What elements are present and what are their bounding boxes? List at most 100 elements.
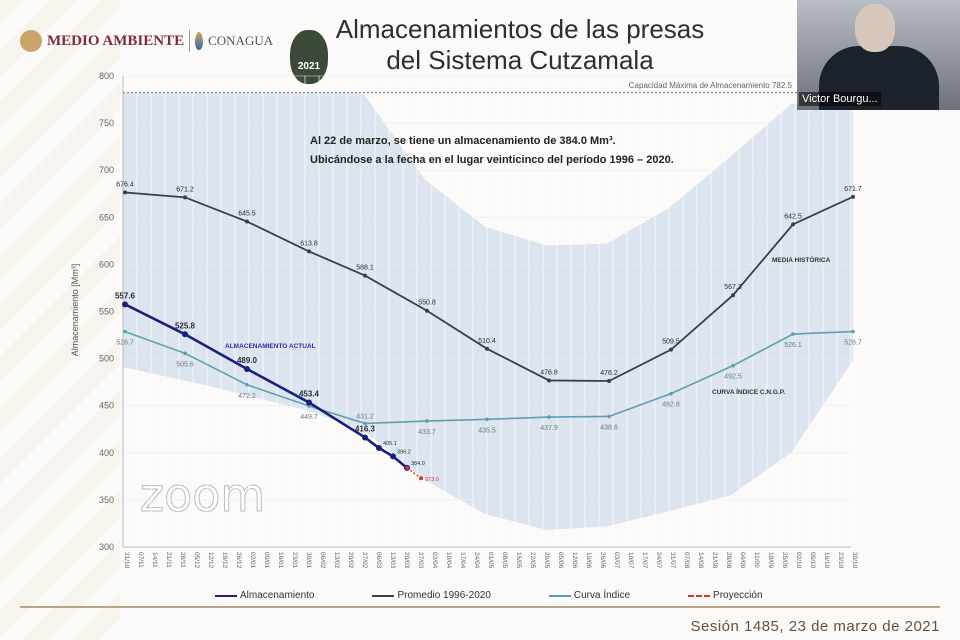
x-tick-label: 31/07 (669, 552, 676, 569)
data-label-almacenamiento: 453.4 (299, 389, 320, 398)
y-tick-label: 700 (99, 165, 114, 175)
x-tick-label: 19/06 (585, 552, 592, 569)
data-label-promedio: 567.3 (724, 284, 742, 291)
x-tick-label: 06/02 (319, 552, 326, 569)
legend-label: Proyección (713, 590, 763, 601)
data-point-promedio (851, 194, 855, 199)
y-tick-label: 650 (99, 212, 114, 222)
data-label-promedio: 642.5 (784, 213, 802, 220)
data-point-curva_indice (425, 419, 429, 423)
data-label-promedio: 509.5 (662, 339, 680, 346)
data-point-proyeccion (405, 465, 409, 470)
data-point-almacenamiento (244, 365, 250, 372)
x-tick-label: 26/06 (599, 552, 606, 569)
x-tick-label: 08/05 (501, 552, 508, 569)
data-point-promedio (183, 195, 187, 200)
data-point-curva_indice (363, 421, 367, 426)
x-tick-label: 06/03 (375, 552, 382, 569)
webcam-video[interactable]: Victor Bourgu... (797, 0, 960, 110)
y-tick-label: 750 (99, 118, 114, 128)
data-label-almacenamiento: 396.2 (397, 449, 411, 455)
y-tick-label: 800 (99, 71, 114, 81)
data-label-curva_indice: 505.6 (176, 361, 194, 368)
y-tick-label: 300 (99, 542, 114, 552)
data-label-promedio: 613.8 (300, 240, 318, 247)
background-decoration (0, 0, 120, 640)
x-tick-label: 20/03 (403, 552, 410, 569)
data-label-almacenamiento: 557.6 (115, 291, 136, 300)
x-tick-label: 28/11 (179, 552, 186, 568)
legend-swatch (548, 594, 571, 597)
x-tick-label: 23/01 (291, 552, 298, 569)
data-point-almacenamiento (390, 453, 396, 460)
x-tick-label: 03/04 (431, 552, 438, 569)
legend: Almacenamiento Promedio 1996-2020 Curva … (215, 590, 763, 601)
x-tick-label: 21/11 (165, 552, 172, 568)
y-tick-label: 500 (99, 354, 114, 364)
participant-head (855, 4, 895, 52)
x-tick-label: 31/10 (123, 552, 130, 569)
legend-promedio: Promedio 1996-2020 (372, 590, 491, 601)
data-point-promedio (485, 346, 489, 351)
footer-divider (20, 606, 940, 608)
x-tick-label: 19/12 (221, 552, 228, 569)
x-tick-label: 26/12 (235, 552, 242, 569)
x-tick-label: 27/02 (361, 552, 368, 569)
data-label-almacenamiento: 384.0 (411, 461, 425, 467)
y-tick-label: 600 (99, 259, 114, 269)
x-tick-label: 17/04 (459, 552, 466, 569)
x-tick-label: 09/10 (809, 552, 816, 569)
data-label-promedio: 676.4 (116, 181, 134, 188)
data-label-curva_indice: 526.1 (784, 342, 802, 349)
x-tick-label: 14/08 (697, 552, 704, 569)
x-tick-label: 10/07 (627, 552, 634, 569)
participant-name: Victor Bourgu... (799, 92, 881, 106)
data-label-promedio: 588.1 (356, 265, 374, 272)
data-label-almacenamiento: 416.3 (355, 424, 376, 433)
data-point-curva_indice (123, 329, 127, 334)
legend-label: Curva Índice (573, 590, 631, 601)
x-tick-label: 14/11 (151, 552, 158, 568)
data-point-promedio (363, 273, 367, 278)
data-point-promedio (791, 222, 795, 227)
y-tick-label: 400 (99, 448, 114, 458)
x-tick-label: 16/10 (823, 552, 830, 569)
legend-curva-indice: Curva Índice (548, 590, 631, 601)
data-label-curva_indice: 449.7 (300, 414, 318, 421)
x-tick-label: 27/03 (417, 552, 424, 569)
x-tick-label: 01/05 (487, 552, 494, 569)
x-tick-label: 12/06 (571, 552, 578, 569)
data-point-promedio (669, 347, 673, 352)
x-tick-label: 28/08 (725, 552, 732, 569)
x-tick-label: 21/08 (711, 552, 718, 569)
zoom-watermark: zoom (139, 468, 266, 523)
badge-2021: 2021 (290, 30, 328, 84)
page-title: Almacenamientos de las presas del Sistem… (300, 14, 740, 76)
data-point-proyeccion (419, 476, 423, 481)
data-point-promedio (731, 293, 735, 298)
data-label-promedio: 671.7 (844, 186, 862, 193)
data-point-curva_indice (731, 363, 735, 368)
data-label-almacenamiento: 489.0 (237, 356, 258, 365)
data-label-curva_indice: 472.2 (238, 393, 256, 400)
y-tick-label: 450 (99, 401, 114, 411)
x-tick-label: 03/07 (613, 552, 620, 569)
data-label-promedio: 476.2 (600, 370, 618, 377)
data-point-promedio (307, 249, 311, 254)
x-tick-label: 25/09 (781, 552, 788, 569)
title-line-2: del Sistema Cutzamala (386, 45, 654, 75)
data-label-promedio: 550.8 (418, 300, 436, 307)
logos: MEDIO AMBIENTE CONAGUA (20, 30, 273, 52)
data-label-almacenamiento: 405.1 (383, 441, 397, 447)
x-tick-label: 16/01 (277, 552, 284, 569)
legend-swatch (372, 594, 395, 597)
title-line-1: Almacenamientos de las presas (335, 14, 705, 44)
x-tick-label: 11/09 (753, 552, 760, 568)
data-point-curva_indice (607, 414, 611, 419)
session-label: Sesión 1485, 23 de marzo de 2021 (690, 618, 940, 635)
legend-label: Almacenamiento (240, 590, 315, 601)
data-label-curva_indice: 433.7 (418, 429, 436, 436)
data-point-promedio (425, 308, 429, 313)
legend-label: Promedio 1996-2020 (397, 590, 491, 601)
